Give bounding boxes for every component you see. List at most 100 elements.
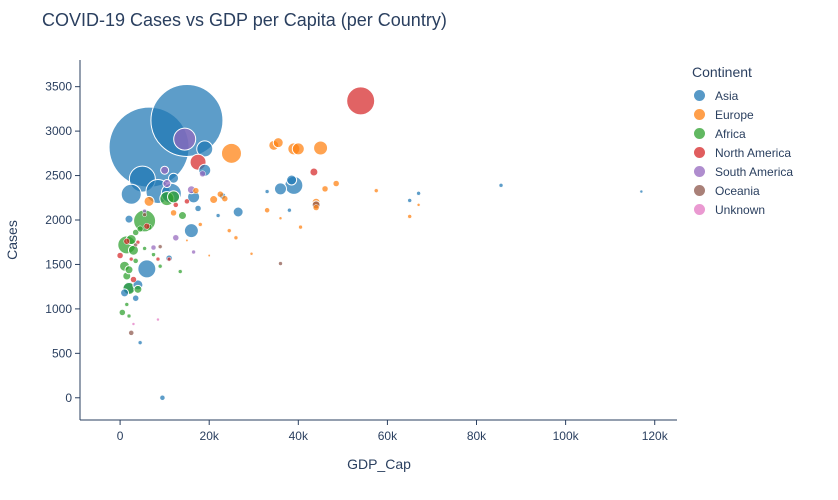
- data-point-asia[interactable]: [159, 395, 166, 401]
- data-point-europe[interactable]: [217, 190, 224, 198]
- data-point-asia[interactable]: [287, 207, 292, 213]
- data-point-europe[interactable]: [209, 195, 219, 205]
- legend-title: Continent: [692, 64, 752, 80]
- data-point-north-america[interactable]: [184, 198, 190, 205]
- data-point-unknown[interactable]: [156, 317, 160, 322]
- data-point-europe[interactable]: [272, 137, 284, 149]
- data-point-europe[interactable]: [143, 195, 155, 207]
- data-point-south-america[interactable]: [172, 234, 180, 242]
- data-point-africa[interactable]: [119, 309, 126, 316]
- data-point-europe[interactable]: [291, 142, 305, 156]
- data-point-europe[interactable]: [221, 195, 229, 202]
- data-point-africa[interactable]: [177, 211, 187, 221]
- legend-item-south-america[interactable]: South America: [692, 162, 793, 181]
- legend-item-north-america[interactable]: North America: [692, 143, 793, 162]
- x-tick-label: 0: [117, 429, 124, 443]
- data-point-north-america[interactable]: [346, 86, 376, 116]
- data-point-africa[interactable]: [157, 263, 163, 269]
- data-point-europe[interactable]: [374, 188, 379, 193]
- legend-item-asia[interactable]: Asia: [692, 86, 793, 105]
- data-point-asia[interactable]: [137, 340, 143, 345]
- data-point-europe[interactable]: [220, 142, 242, 164]
- data-point-africa[interactable]: [132, 258, 139, 264]
- data-point-north-america[interactable]: [123, 238, 131, 245]
- data-point-africa[interactable]: [132, 229, 139, 236]
- data-point-south-america[interactable]: [162, 179, 172, 189]
- data-point-asia[interactable]: [639, 189, 644, 194]
- data-point-africa[interactable]: [142, 246, 147, 251]
- data-point-africa[interactable]: [124, 302, 130, 307]
- data-point-north-america[interactable]: [143, 222, 151, 230]
- data-point-asia[interactable]: [120, 183, 142, 205]
- data-point-asia[interactable]: [132, 294, 139, 302]
- data-point-europe[interactable]: [407, 214, 412, 219]
- data-point-africa[interactable]: [133, 284, 143, 294]
- x-tick-label: 100k: [553, 429, 580, 443]
- data-point-asia[interactable]: [120, 288, 130, 298]
- data-point-asia[interactable]: [215, 213, 221, 218]
- data-point-europe[interactable]: [298, 224, 303, 230]
- data-point-europe[interactable]: [313, 140, 329, 156]
- data-point-oceania[interactable]: [133, 242, 138, 248]
- data-point-africa[interactable]: [136, 225, 144, 233]
- legend-item-europe[interactable]: Europe: [692, 105, 793, 124]
- data-point-africa[interactable]: [124, 265, 134, 275]
- data-point-south-america[interactable]: [191, 249, 196, 255]
- data-point-north-america[interactable]: [128, 256, 134, 262]
- legend-item-oceania[interactable]: Oceania: [692, 181, 793, 200]
- data-point-north-america[interactable]: [116, 252, 124, 259]
- data-point-south-america[interactable]: [160, 165, 170, 175]
- data-point-north-america[interactable]: [173, 202, 179, 208]
- data-point-africa[interactable]: [167, 190, 181, 204]
- data-point-oceania[interactable]: [278, 261, 283, 266]
- data-point-africa[interactable]: [127, 244, 139, 256]
- data-point-oceania[interactable]: [157, 244, 163, 249]
- data-point-europe[interactable]: [264, 207, 270, 213]
- data-point-europe[interactable]: [321, 185, 329, 193]
- data-point-north-america[interactable]: [166, 256, 172, 262]
- legend-item-africa[interactable]: Africa: [692, 124, 793, 143]
- data-point-africa[interactable]: [177, 269, 183, 274]
- data-point-asia[interactable]: [196, 140, 214, 158]
- data-point-africa[interactable]: [151, 252, 156, 257]
- data-point-europe[interactable]: [192, 187, 200, 194]
- data-point-europe[interactable]: [227, 228, 232, 233]
- data-point-south-america[interactable]: [173, 127, 197, 151]
- data-point-asia[interactable]: [168, 172, 180, 184]
- data-point-europe[interactable]: [185, 238, 189, 242]
- data-point-asia[interactable]: [232, 206, 244, 218]
- data-point-europe[interactable]: [278, 216, 283, 220]
- data-point-europe[interactable]: [249, 252, 254, 256]
- data-point-europe[interactable]: [207, 254, 211, 258]
- data-point-asia[interactable]: [407, 198, 412, 203]
- data-point-asia[interactable]: [264, 189, 270, 194]
- data-point-europe[interactable]: [233, 235, 239, 241]
- data-point-asia[interactable]: [137, 259, 157, 279]
- data-point-europe[interactable]: [332, 180, 340, 187]
- y-axis: 0 500 1000 1500 2000 2500 3000 3500: [45, 60, 81, 420]
- data-point-europe[interactable]: [416, 203, 421, 207]
- data-point-oceania[interactable]: [142, 212, 147, 217]
- data-point-oceania[interactable]: [128, 330, 134, 336]
- data-point-north-america[interactable]: [155, 256, 161, 262]
- data-point-asia[interactable]: [124, 214, 134, 224]
- legend-items: Asia Europe Africa North America South Ameri…: [692, 86, 793, 219]
- data-point-south-america[interactable]: [199, 170, 206, 178]
- data-point-asia[interactable]: [286, 174, 298, 186]
- data-point-asia[interactable]: [194, 205, 202, 212]
- data-point-africa[interactable]: [126, 313, 132, 319]
- data-point-asia[interactable]: [183, 223, 199, 239]
- data-point-north-america[interactable]: [309, 167, 319, 177]
- data-point-asia[interactable]: [498, 183, 504, 188]
- data-point-europe[interactable]: [198, 222, 203, 227]
- data-point-europe[interactable]: [312, 204, 320, 211]
- data-point-unknown[interactable]: [131, 322, 136, 326]
- data-point-europe[interactable]: [170, 209, 177, 217]
- legend-item-unknown[interactable]: Unknown: [692, 200, 793, 219]
- data-point-south-america[interactable]: [150, 244, 157, 251]
- data-point-north-america[interactable]: [130, 276, 137, 283]
- data-point-asia[interactable]: [273, 182, 287, 196]
- data-point-asia[interactable]: [416, 191, 421, 196]
- legend-marker: [694, 147, 705, 158]
- data-point-asia[interactable]: [150, 83, 224, 157]
